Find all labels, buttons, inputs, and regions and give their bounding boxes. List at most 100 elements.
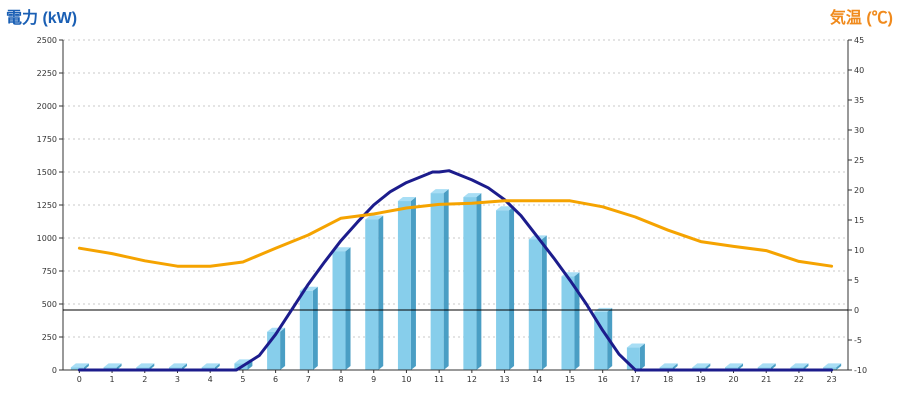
power-bar-front <box>299 290 313 370</box>
power-bar-top <box>626 343 645 348</box>
power-bar-side <box>574 272 580 370</box>
right-tick-label: 0 <box>854 306 859 315</box>
power-bar-top <box>463 193 482 198</box>
power-bar-front <box>397 201 411 370</box>
power-bar-side <box>803 363 809 370</box>
power-bar-side <box>83 363 89 370</box>
x-tick-label: 14 <box>532 375 542 384</box>
x-tick-label: 3 <box>175 375 180 384</box>
x-tick-label: 20 <box>728 375 738 384</box>
right-tick-label: 30 <box>854 126 864 135</box>
power-bar-side <box>443 189 449 370</box>
left-tick-label: 1750 <box>37 135 57 144</box>
right-tick-label: 10 <box>854 246 864 255</box>
power-bar <box>561 272 580 370</box>
power-bar-front <box>430 193 444 370</box>
power-bar-front <box>365 219 379 370</box>
power-bar-side <box>116 363 122 370</box>
x-tick-label: 22 <box>794 375 804 384</box>
power-bar-top <box>430 189 449 194</box>
x-tick-label: 18 <box>663 375 673 384</box>
grid-lines <box>63 39 848 338</box>
left-tick-label: 2500 <box>37 36 57 45</box>
x-tick-label: 15 <box>565 375 575 384</box>
power-bar-side <box>672 363 678 370</box>
power-bar-top <box>168 363 187 368</box>
x-tick-label: 2 <box>142 375 147 384</box>
power-bar-side <box>509 206 515 370</box>
power-bar-side <box>280 327 286 370</box>
power-bar <box>463 193 482 370</box>
x-tick-label: 7 <box>306 375 311 384</box>
power-bar-side <box>541 235 547 370</box>
power-bar <box>430 189 449 370</box>
left-tick-label: 0 <box>52 366 57 375</box>
power-line <box>77 169 834 372</box>
power-bar-top <box>823 363 842 368</box>
power-bar <box>299 286 318 370</box>
left-tick-label: 1500 <box>37 168 57 177</box>
power-bar-top <box>103 363 122 368</box>
x-tick-label: 23 <box>827 375 837 384</box>
right-tick-label: 20 <box>854 186 864 195</box>
power-bar <box>332 247 351 370</box>
power-bar-top <box>201 363 220 368</box>
x-tick-label: 4 <box>208 375 213 384</box>
power-bar-side <box>345 247 351 370</box>
power-bar-side <box>378 215 384 370</box>
power-bar-side <box>410 197 416 370</box>
power-bar <box>365 215 384 370</box>
power-bar-top <box>725 363 744 368</box>
power-bar <box>496 206 515 370</box>
right-tick-label: 5 <box>854 276 859 285</box>
left-tick-label: 750 <box>42 267 57 276</box>
power-bar-front <box>594 311 608 370</box>
power-bar-front <box>70 367 84 370</box>
power-bar-top <box>136 363 155 368</box>
power-bar-top <box>365 215 384 220</box>
tick-labels: 02505007501000125015001750200022502500-1… <box>37 36 867 384</box>
power-bar-side <box>312 286 318 370</box>
power-bar-side <box>705 363 711 370</box>
power-bar-top <box>790 363 809 368</box>
power-bar <box>397 197 416 370</box>
right-tick-label: 15 <box>854 216 864 225</box>
power-bar-side <box>149 363 155 370</box>
power-bar-side <box>639 343 645 370</box>
left-tick-label: 2250 <box>37 69 57 78</box>
power-bar-top <box>692 363 711 368</box>
power-bar-top <box>659 363 678 368</box>
left-tick-label: 250 <box>42 333 57 342</box>
power-bar-front <box>561 276 575 370</box>
right-axis-title: 気温 (℃) <box>830 8 893 27</box>
power-bar-side <box>738 363 744 370</box>
power-bar-front <box>528 239 542 370</box>
power-bar-front <box>496 210 510 370</box>
power-bar-top <box>70 363 89 368</box>
right-tick-label: 35 <box>854 96 864 105</box>
power-bar-top <box>757 363 776 368</box>
x-tick-label: 0 <box>77 375 82 384</box>
x-tick-label: 13 <box>499 375 509 384</box>
left-tick-label: 2000 <box>37 102 57 111</box>
temperature-line <box>77 199 834 268</box>
right-tick-label: 40 <box>854 66 864 75</box>
x-tick-label: 5 <box>240 375 245 384</box>
power-bar-side <box>214 363 220 370</box>
power-bar-side <box>181 363 187 370</box>
power-bars <box>70 189 842 370</box>
power-bar-front <box>463 197 477 370</box>
left-tick-label: 500 <box>42 300 57 309</box>
x-tick-label: 12 <box>467 375 477 384</box>
right-tick-label: -5 <box>854 336 862 345</box>
x-tick-label: 21 <box>761 375 771 384</box>
power-bar <box>528 235 547 370</box>
x-tick-label: 8 <box>338 375 343 384</box>
right-tick-label: -10 <box>854 366 867 375</box>
x-tick-label: 16 <box>598 375 608 384</box>
series-lines <box>77 169 834 372</box>
power-bar-front <box>332 251 346 370</box>
left-tick-label: 1000 <box>37 234 57 243</box>
power-bar-side <box>476 193 482 370</box>
